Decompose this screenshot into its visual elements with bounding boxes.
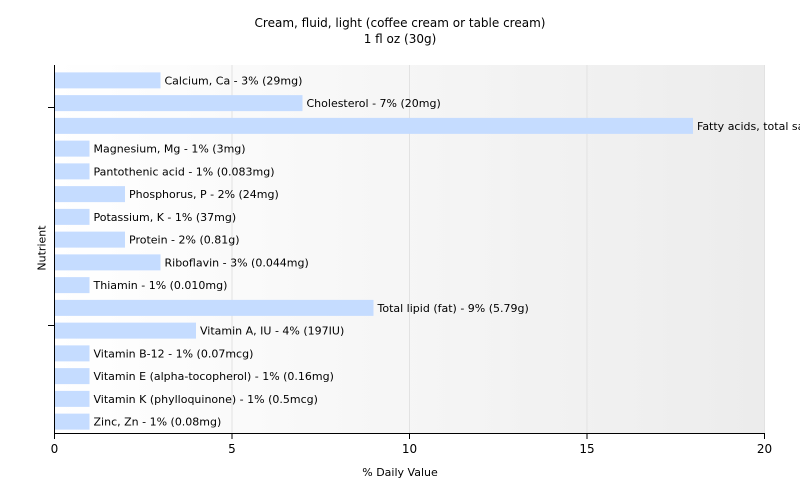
bar xyxy=(55,413,90,430)
data-label: Calcium, Ca - 3% (29mg) xyxy=(165,74,303,87)
bar xyxy=(55,186,125,203)
data-label: Riboflavin - 3% (0.044mg) xyxy=(165,256,309,269)
data-label: Pantothenic acid - 1% (0.083mg) xyxy=(94,165,275,178)
bar xyxy=(55,345,90,362)
chart-subtitle: 1 fl oz (30g) xyxy=(363,32,437,46)
data-label: Magnesium, Mg - 1% (3mg) xyxy=(94,143,246,156)
bar xyxy=(55,254,161,271)
bar xyxy=(55,163,90,180)
x-axis-label: % Daily Value xyxy=(362,466,438,479)
bar xyxy=(55,322,196,339)
chart-title: Cream, fluid, light (coffee cream or tab… xyxy=(254,16,546,30)
data-label: Vitamin B-12 - 1% (0.07mcg) xyxy=(94,347,254,360)
bar xyxy=(55,208,90,225)
bar xyxy=(55,72,161,89)
data-label: Zinc, Zn - 1% (0.08mg) xyxy=(94,416,222,429)
data-label: Cholesterol - 7% (20mg) xyxy=(307,97,441,110)
data-label: Thiamin - 1% (0.010mg) xyxy=(93,279,228,292)
data-label: Vitamin K (phylloquinone) - 1% (0.5mcg) xyxy=(94,393,318,406)
bar xyxy=(55,368,90,385)
bar xyxy=(55,299,374,316)
bar xyxy=(55,95,303,112)
x-tick-label: 10 xyxy=(402,442,417,456)
data-label: Vitamin E (alpha-tocopherol) - 1% (0.16m… xyxy=(94,370,334,383)
data-label: Vitamin A, IU - 4% (197IU) xyxy=(200,325,344,338)
bar xyxy=(55,140,90,157)
bar xyxy=(55,117,693,134)
data-label: Total lipid (fat) - 9% (5.79g) xyxy=(377,302,529,315)
x-tick-label: 20 xyxy=(757,442,772,456)
x-tick-label: 0 xyxy=(51,442,59,456)
data-label: Fatty acids, total saturated - 18% (3.60… xyxy=(697,120,800,133)
bar xyxy=(55,231,125,248)
data-label: Phosphorus, P - 2% (24mg) xyxy=(129,188,279,201)
y-axis-label: Nutrient xyxy=(35,225,49,271)
data-label: Potassium, K - 1% (37mg) xyxy=(94,211,237,224)
bar xyxy=(55,390,90,407)
data-label: Protein - 2% (0.81g) xyxy=(129,234,240,247)
bar xyxy=(55,277,90,294)
x-tick-label: 5 xyxy=(228,442,236,456)
x-tick-label: 15 xyxy=(579,442,594,456)
